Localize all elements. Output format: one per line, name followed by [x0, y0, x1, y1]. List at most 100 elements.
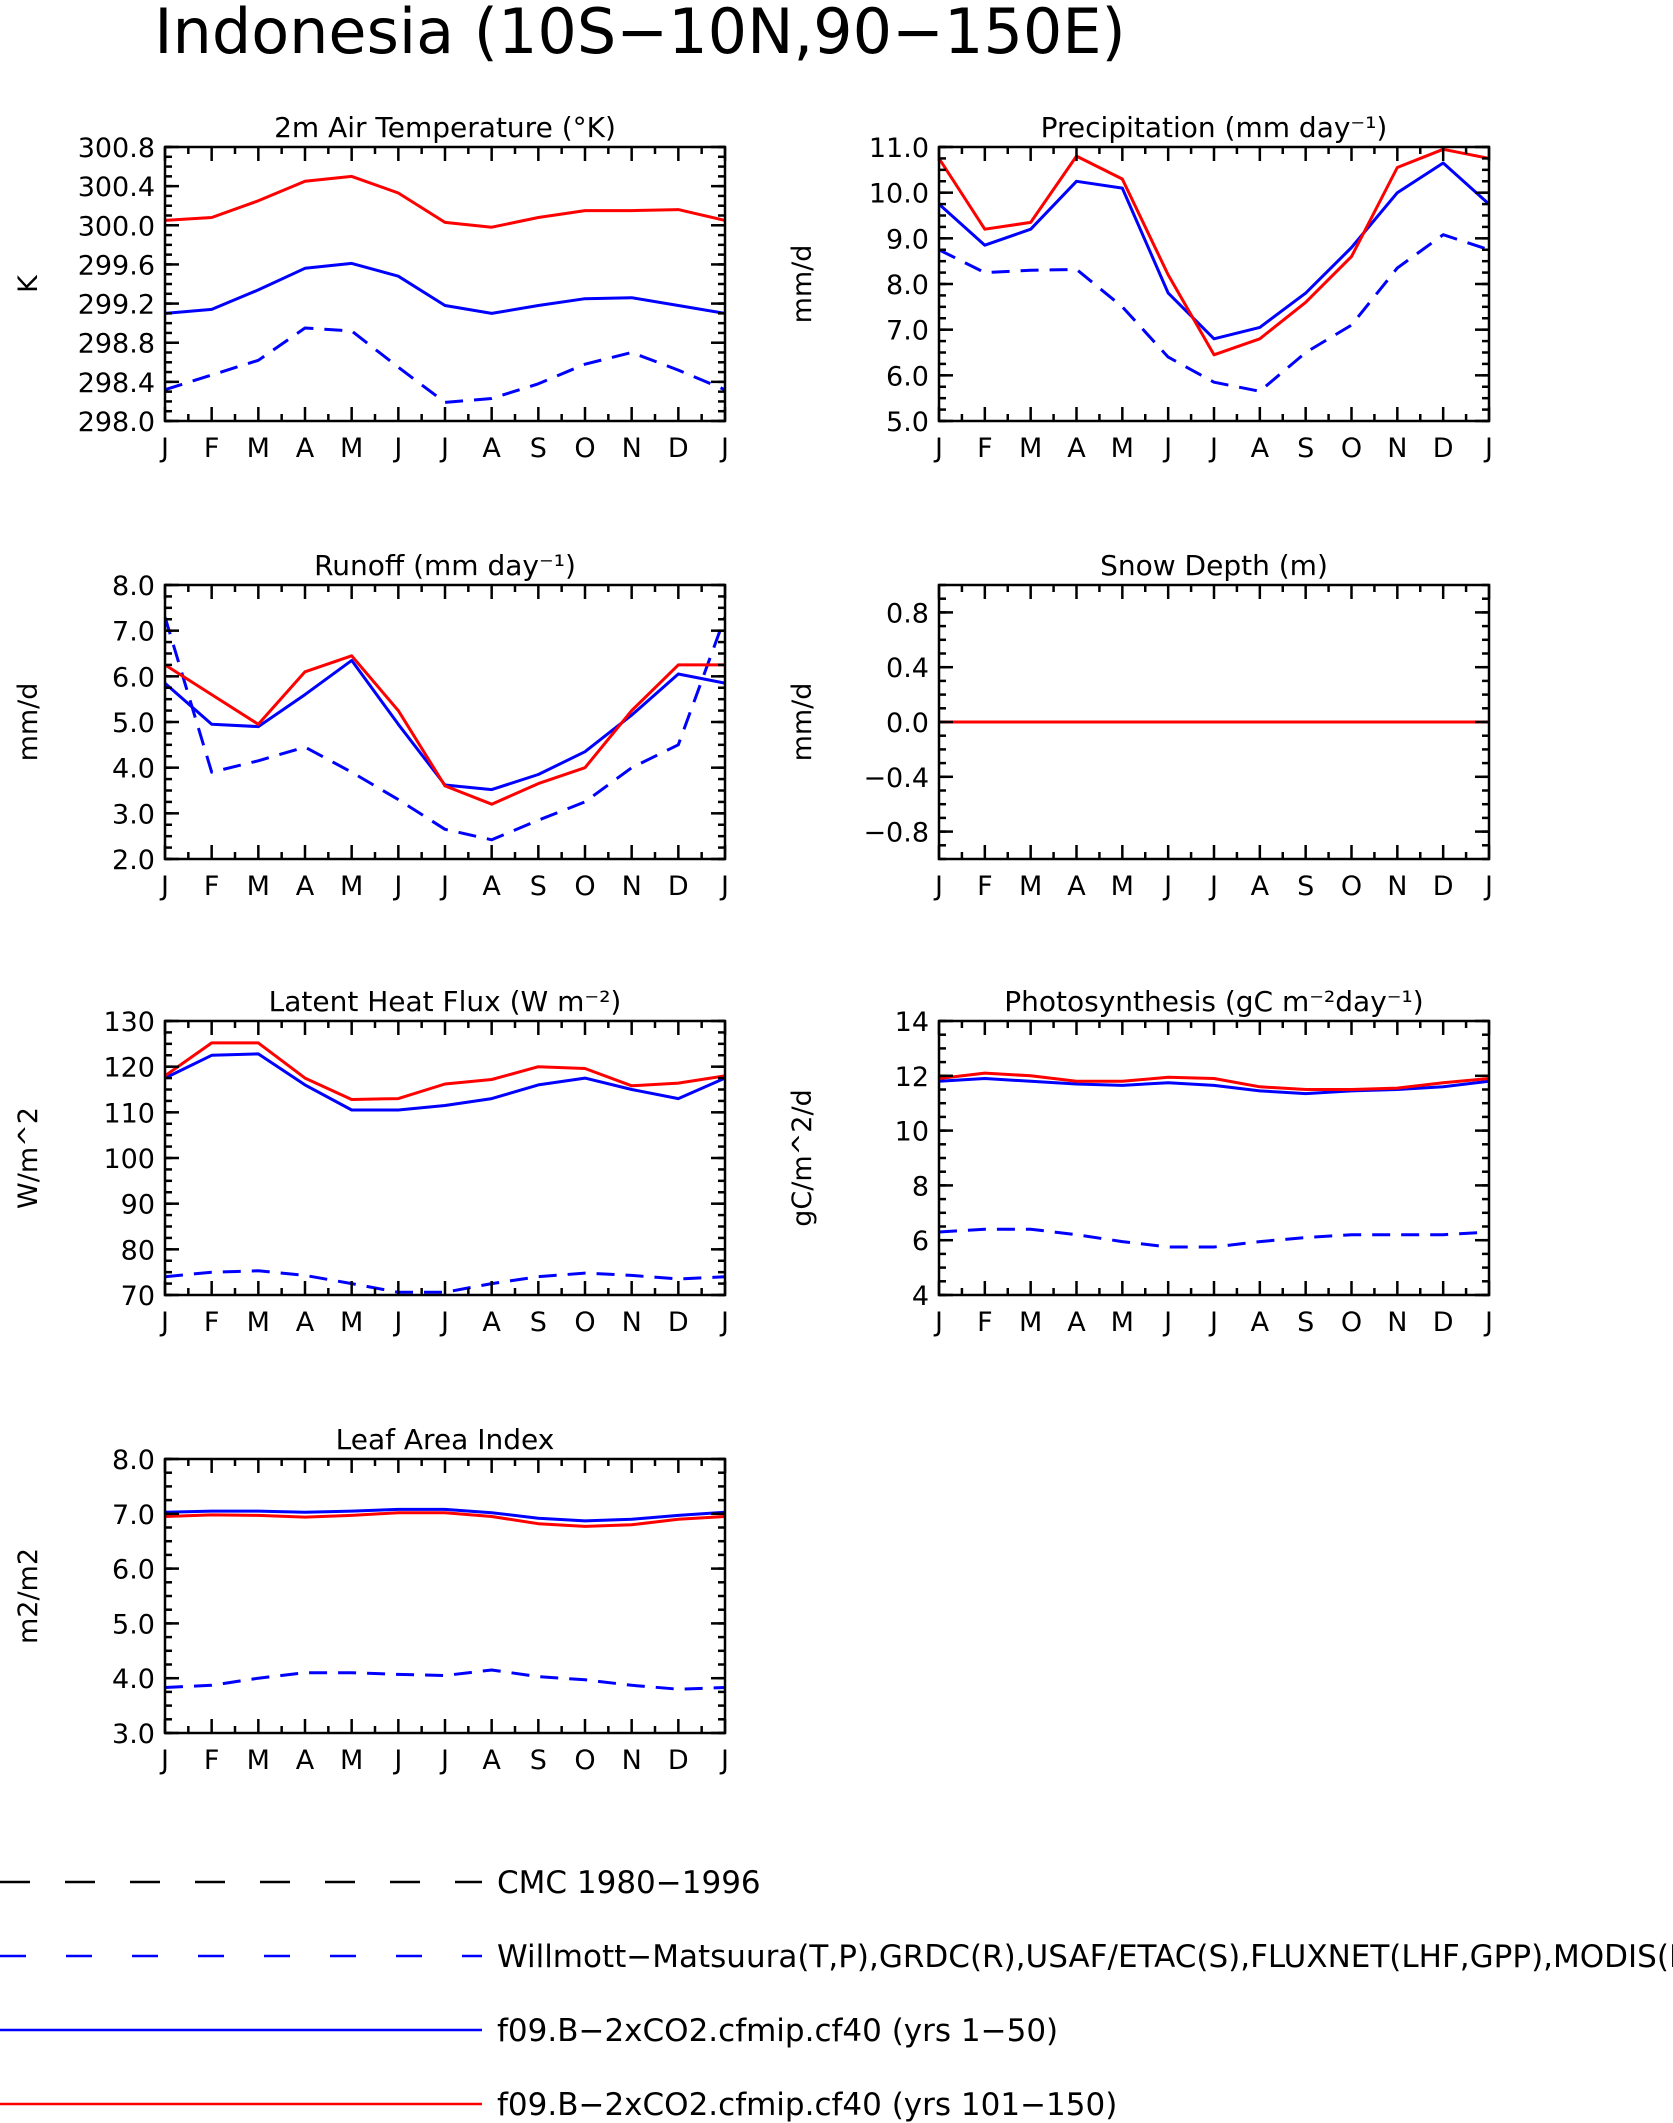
panel-title: 2m Air Temperature (°K)	[274, 111, 616, 144]
panels: 2m Air Temperature (°K)KJ F M A M J J A S O N D J298…	[13, 111, 1493, 1776]
plot-frame	[163, 145, 727, 423]
panel-title: Leaf Area Index	[336, 1423, 555, 1456]
x-tick-label: J	[1483, 1307, 1493, 1338]
series-line-3	[939, 147, 1489, 357]
x-tick-label: J	[159, 871, 169, 902]
y-tick-label: 6.0	[112, 1555, 155, 1586]
y-tick-label: 6	[912, 1226, 929, 1257]
x-tick-label: J	[439, 1307, 449, 1338]
x-tick-label: S	[1297, 1307, 1314, 1338]
x-tick-label: M	[247, 871, 270, 902]
panel-title: Precipitation (mm day⁻¹)	[1041, 111, 1388, 144]
x-tick-label: A	[1251, 871, 1270, 902]
y-tick-label: 3.0	[112, 1719, 155, 1750]
y-axis-label: gC/m^2/d	[787, 1089, 818, 1226]
series-line-3	[165, 1511, 725, 1528]
x-tick-label: J	[933, 433, 943, 464]
x-tick-label: J	[1162, 871, 1172, 902]
y-tick-label: 80	[121, 1235, 155, 1266]
series-line-1	[165, 1269, 725, 1294]
panel-2: Precipitation (mm day⁻¹)mm/dJ F M A M J J A S O N D…	[787, 111, 1493, 464]
y-tick-label: 6.0	[112, 662, 155, 693]
panel-5: Latent Heat Flux (W m⁻²)W/m^2J F M A M J J A S O N…	[13, 985, 729, 1338]
y-tick-label: 299.6	[78, 250, 155, 281]
series-line-3	[165, 654, 725, 806]
x-tick-label: F	[204, 1745, 220, 1776]
panel-title: Runoff (mm day⁻¹)	[314, 549, 576, 582]
y-tick-label: 8.0	[112, 571, 155, 602]
y-tick-label: 300.4	[78, 172, 155, 203]
x-tick-label: M	[340, 433, 363, 464]
series-line-1	[165, 616, 725, 842]
x-tick-label: J	[719, 1745, 729, 1776]
x-tick-label: F	[977, 1307, 993, 1338]
series-line-1	[165, 326, 725, 404]
x-tick-label: O	[574, 433, 595, 464]
x-tick-label: A	[482, 1745, 501, 1776]
x-tick-label: J	[719, 1307, 729, 1338]
figure-title: Indonesia (10S−10N,90−150E)	[154, 0, 1125, 68]
x-tick-label: J	[1208, 871, 1218, 902]
x-tick-label: M	[1111, 433, 1134, 464]
x-tick-label: M	[247, 433, 270, 464]
x-tick-label: J	[159, 1745, 169, 1776]
series-line-2	[165, 261, 725, 315]
y-tick-label: 298.8	[78, 329, 155, 360]
x-tick-label: N	[1387, 1307, 1407, 1338]
x-tick-label: J	[439, 433, 449, 464]
panel-6: Photosynthesis (gC m⁻²day⁻¹) gC/m^2/d J F M A…	[787, 985, 1493, 1338]
series-line-3	[165, 1041, 725, 1101]
series-line-1	[939, 233, 1489, 393]
y-tick-label: 130	[103, 1007, 155, 1038]
y-axis-label: K	[13, 274, 44, 293]
y-tick-label: 3.0	[112, 799, 155, 830]
y-tick-label: 5.0	[112, 1609, 155, 1640]
x-tick-label: S	[1297, 433, 1314, 464]
y-tick-label: −0.8	[863, 818, 929, 849]
x-tick-label: D	[668, 1307, 689, 1338]
x-tick-label: A	[1067, 1307, 1086, 1338]
x-tick-label: S	[1297, 871, 1314, 902]
x-tick-label: S	[530, 433, 547, 464]
series-line-2	[165, 1052, 725, 1112]
panel-title: Snow Depth (m)	[1100, 549, 1328, 582]
x-tick-label: A	[1251, 433, 1270, 464]
x-tick-label: O	[1341, 433, 1362, 464]
x-tick-label: M	[340, 1307, 363, 1338]
series-line-2	[165, 658, 725, 792]
y-tick-label: 5.0	[886, 407, 929, 438]
x-tick-label: A	[296, 433, 315, 464]
y-axis-label: mm/d	[787, 683, 818, 762]
y-tick-label: 10.0	[869, 179, 929, 210]
y-tick-label: 9.0	[886, 224, 929, 255]
x-tick-label: J	[1208, 433, 1218, 464]
y-tick-label: 14	[895, 1007, 929, 1038]
x-tick-label: O	[1341, 1307, 1362, 1338]
x-tick-label: J	[439, 871, 449, 902]
x-tick-label: O	[1341, 871, 1362, 902]
x-tick-label: M	[1111, 1307, 1134, 1338]
x-tick-label: A	[482, 1307, 501, 1338]
x-tick-label: A	[1067, 433, 1086, 464]
series-line-3	[165, 174, 725, 229]
panel-title: Latent Heat Flux (W m⁻²)	[269, 985, 622, 1018]
y-tick-label: 8.0	[112, 1445, 155, 1476]
series-line-1	[165, 1668, 725, 1691]
y-tick-label: 300.8	[78, 133, 155, 164]
legend: CMC 1980−1996 Willmott−Matsuura(T,P),GRDC…	[0, 1865, 1673, 2123]
y-axis-label: mm/d	[13, 683, 44, 762]
x-tick-label: A	[296, 1745, 315, 1776]
x-tick-label: F	[204, 1307, 220, 1338]
x-tick-label: J	[392, 1745, 402, 1776]
x-tick-label: J	[392, 1307, 402, 1338]
x-tick-label: N	[622, 871, 642, 902]
panel-title: Photosynthesis (gC m⁻²day⁻¹)	[1004, 985, 1423, 1018]
x-tick-label: J	[439, 1745, 449, 1776]
y-tick-label: 7.0	[112, 617, 155, 648]
x-tick-label: M	[247, 1307, 270, 1338]
x-tick-label: J	[1208, 1307, 1218, 1338]
y-tick-label: 2.0	[112, 845, 155, 876]
plot-frame	[937, 1019, 1491, 1297]
